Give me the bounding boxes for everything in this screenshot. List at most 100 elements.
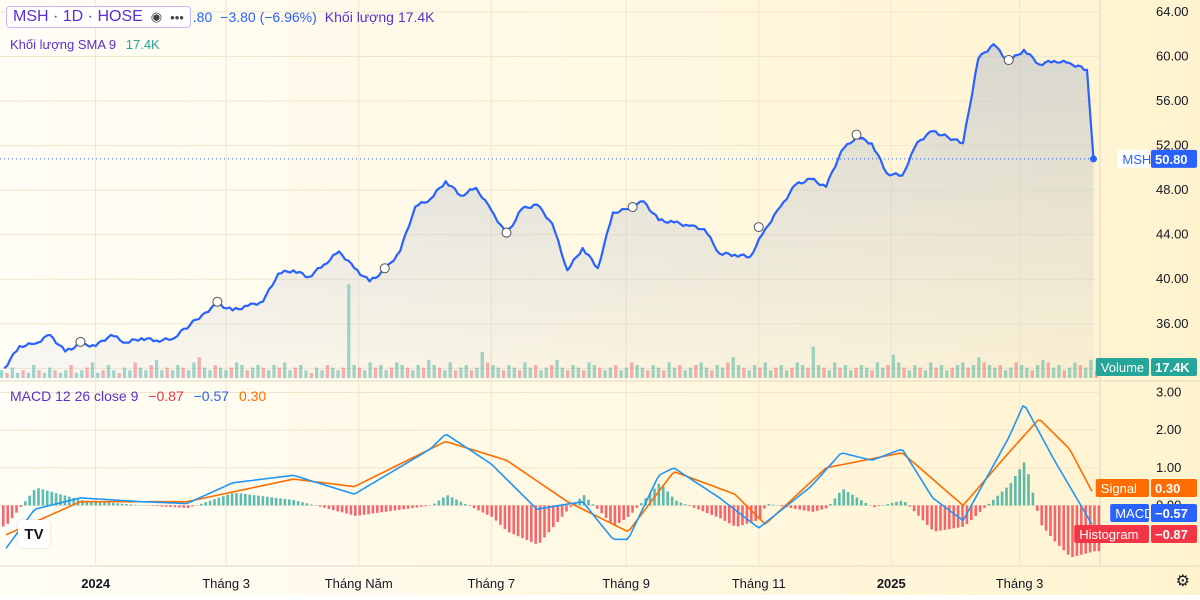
histogram-bar xyxy=(627,505,630,517)
histogram-bar xyxy=(715,505,718,516)
histogram-bar xyxy=(191,505,194,506)
histogram-bar xyxy=(24,501,27,505)
histogram-bar xyxy=(684,504,687,505)
histogram-bar xyxy=(420,505,423,506)
histogram-bar xyxy=(983,505,986,508)
histogram-bar xyxy=(900,501,903,506)
histogram-bar xyxy=(433,504,436,506)
histogram-bar xyxy=(592,504,595,505)
histogram-bar xyxy=(1058,505,1061,546)
price-tick-label: 40.00 xyxy=(1156,271,1189,286)
price-area xyxy=(4,44,1093,378)
histogram-bar xyxy=(856,498,859,506)
event-marker xyxy=(502,228,511,237)
histogram-bar xyxy=(354,505,357,515)
volume-sma-value: 17.4K xyxy=(126,37,160,52)
histogram-bar xyxy=(979,505,982,512)
histogram-bar xyxy=(380,505,383,512)
histogram-bar xyxy=(508,505,511,532)
histogram-bar xyxy=(394,505,397,510)
histogram-tag-name: Histogram xyxy=(1079,527,1138,542)
histogram-bar xyxy=(728,505,731,523)
histogram-bar xyxy=(798,505,801,509)
histogram-bar xyxy=(2,505,5,526)
signal-tag-name: Signal xyxy=(1101,481,1137,496)
histogram-bar xyxy=(222,496,225,505)
histogram-tag: Histogram−0.87 xyxy=(1074,525,1197,543)
histogram-bar xyxy=(829,504,832,505)
histogram-bar xyxy=(288,500,291,506)
histogram-bar xyxy=(658,484,661,506)
histogram-bar xyxy=(917,505,920,515)
histogram-bar xyxy=(42,489,45,505)
histogram-bar xyxy=(768,504,771,506)
histogram-bar xyxy=(539,505,542,542)
histogram-bar xyxy=(495,505,498,520)
symbol-label: MSH · 1D · HOSE xyxy=(13,8,143,26)
histogram-bar xyxy=(886,504,889,505)
histogram-bar xyxy=(350,505,353,514)
histogram-bar xyxy=(939,505,942,530)
time-tick-label: Tháng Năm xyxy=(325,576,393,591)
time-tick-label: 2025 xyxy=(877,576,906,591)
histogram-bar xyxy=(244,494,247,505)
histogram-bar xyxy=(424,505,427,506)
histogram-bar xyxy=(416,505,419,507)
histogram-bar xyxy=(11,505,14,518)
histogram-bar xyxy=(680,503,683,506)
histogram-bar xyxy=(292,500,295,505)
histogram-bar xyxy=(1040,505,1043,525)
histogram-bar xyxy=(218,498,221,506)
price-tag-name: MSH xyxy=(1122,152,1151,167)
histogram-bar xyxy=(165,505,168,506)
histogram-bar xyxy=(130,504,133,505)
histogram-bar xyxy=(1067,505,1070,554)
event-marker xyxy=(76,337,85,346)
histogram-bar xyxy=(121,504,124,506)
histogram-bar xyxy=(275,498,278,506)
histogram-bar xyxy=(873,505,876,507)
histogram-bar xyxy=(160,505,163,506)
legend-top: MSH · 1D · HOSE ◉ ••• .80 −3.80 (−6.96%)… xyxy=(6,6,435,28)
histogram-bar xyxy=(477,505,480,510)
histogram-bar xyxy=(807,505,810,511)
histogram-bar xyxy=(688,505,691,506)
histogram-bar xyxy=(517,505,520,536)
histogram-bar xyxy=(706,505,709,513)
price-tick-label: 48.00 xyxy=(1156,182,1189,197)
symbol-box[interactable]: MSH · 1D · HOSE ◉ ••• xyxy=(6,6,191,28)
histogram-bar xyxy=(156,505,159,506)
time-tick-label: Tháng 3 xyxy=(202,576,250,591)
histogram-bar xyxy=(20,505,23,507)
histogram-bar xyxy=(904,502,907,505)
macd-legend-signal: 0.30 xyxy=(239,388,266,404)
more-icon[interactable]: ••• xyxy=(170,10,184,25)
histogram-bar xyxy=(328,505,331,509)
histogram-bar xyxy=(737,505,740,526)
histogram-bar xyxy=(1071,505,1074,557)
histogram-bar xyxy=(358,505,361,515)
histogram-bar xyxy=(473,505,476,508)
histogram-bar xyxy=(996,496,999,506)
volume-label: Khối lượng xyxy=(325,9,394,25)
histogram-bar xyxy=(895,502,898,506)
volume-tag-name: Volume xyxy=(1101,360,1144,375)
settings-gear-icon[interactable]: ⚙ xyxy=(1176,571,1190,591)
event-marker xyxy=(754,223,763,232)
histogram-bar xyxy=(262,496,265,505)
histogram-bar xyxy=(662,486,665,505)
histogram-bar xyxy=(526,505,529,540)
histogram-bar xyxy=(411,505,414,508)
macd-tag: MACD−0.57 xyxy=(1110,504,1197,522)
tradingview-logo[interactable]: TV xyxy=(18,520,50,548)
volume-sma-label: Khối lượng SMA 9 xyxy=(10,37,116,52)
histogram-bar xyxy=(270,497,273,505)
histogram-bar xyxy=(1014,476,1017,505)
histogram-bar xyxy=(675,501,678,506)
eye-icon[interactable]: ◉ xyxy=(151,9,162,25)
histogram-bar xyxy=(284,499,287,506)
